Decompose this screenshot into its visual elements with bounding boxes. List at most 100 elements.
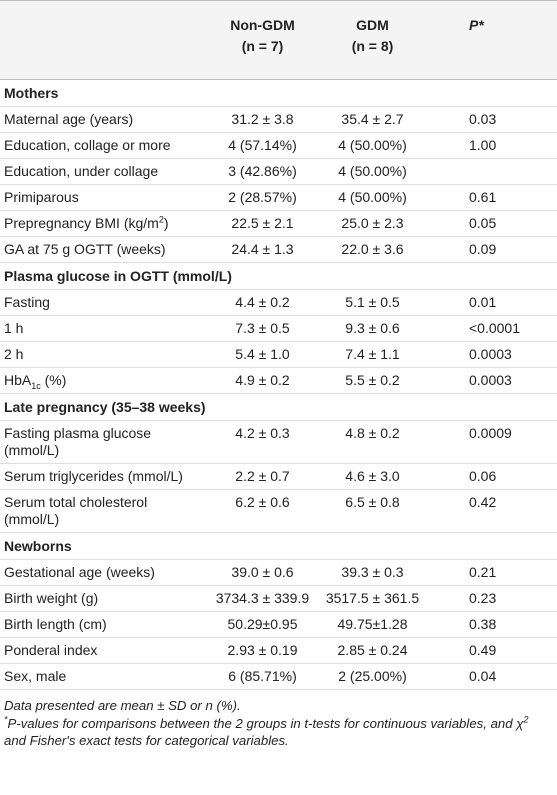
row-label: Education, under collage	[0, 158, 205, 185]
cell-gdm: 5.5 ± 0.2	[320, 367, 425, 394]
cell-non-gdm: 2 (28.57%)	[205, 184, 320, 211]
cell-gdm: 39.3 ± 0.3	[320, 559, 425, 586]
header-text: GDM	[356, 17, 389, 33]
data-row: 1 h 7.3 ± 0.5 9.3 ± 0.6 <0.0001	[0, 315, 557, 342]
table-header: Non-GDM (n = 7) GDM (n = 8) P*	[0, 0, 557, 80]
text: (%)	[40, 372, 67, 388]
data-row: HbA1c (%) 4.9 ± 0.2 5.5 ± 0.2 0.0003	[0, 367, 557, 394]
cell-gdm: 35.4 ± 2.7	[320, 106, 425, 133]
cell-p: 0.0003	[425, 367, 557, 394]
row-label: Prepregnancy BMI (kg/m2)	[0, 210, 205, 237]
row-label: Primiparous	[0, 184, 205, 211]
cell-p: 0.0009	[425, 420, 557, 464]
cell-gdm: 4 (50.00%)	[320, 158, 425, 185]
section-row: Newborns	[0, 532, 557, 560]
data-row: Fasting 4.4 ± 0.2 5.1 ± 0.5 0.01	[0, 289, 557, 316]
header-cell: Non-GDM (n = 7)	[205, 0, 320, 80]
cell-gdm: 4.6 ± 3.0	[320, 463, 425, 490]
row-label: Birth length (cm)	[0, 611, 205, 638]
cell-gdm: 4 (50.00%)	[320, 184, 425, 211]
cell-p: 0.23	[425, 585, 557, 612]
row-label: GA at 75 g OGTT (weeks)	[0, 236, 205, 263]
row-label: Maternal age (years)	[0, 106, 205, 133]
header-cell	[0, 0, 205, 80]
data-row: Maternal age (years) 31.2 ± 3.8 35.4 ± 2.7…	[0, 106, 557, 133]
cell-non-gdm: 4.2 ± 0.3	[205, 420, 320, 464]
cell-p: 0.38	[425, 611, 557, 638]
cell-non-gdm: 22.5 ± 2.1	[205, 210, 320, 237]
row-label: HbA1c (%)	[0, 367, 205, 394]
row-label: Birth weight (g)	[0, 585, 205, 612]
superscript: 2	[158, 214, 164, 225]
cell-non-gdm: 6 (85.71%)	[205, 663, 320, 690]
text: )	[163, 215, 169, 231]
cell-non-gdm: 3 (42.86%)	[205, 158, 320, 185]
subscript: 1c	[31, 380, 41, 391]
cell-gdm: 22.0 ± 3.6	[320, 236, 425, 263]
cell-p: 0.21	[425, 559, 557, 586]
cell-p: 0.09	[425, 236, 557, 263]
section-title: Mothers	[0, 79, 557, 107]
header-cell: P*	[425, 0, 557, 80]
cell-p: 0.42	[425, 489, 557, 533]
section-row: Mothers	[0, 79, 557, 107]
section-title: Late pregnancy (35–38 weeks)	[0, 393, 557, 421]
cell-non-gdm: 4.4 ± 0.2	[205, 289, 320, 316]
data-row: Fasting plasma glucose (mmol/L) 4.2 ± 0.3…	[0, 420, 557, 464]
table: Non-GDM (n = 7) GDM (n = 8) P* Mothers Mate…	[0, 0, 557, 690]
data-row: Education, under collage 3 (42.86%) 4 (50.…	[0, 158, 557, 185]
cell-gdm: 9.3 ± 0.6	[320, 315, 425, 342]
cell-non-gdm: 4.9 ± 0.2	[205, 367, 320, 394]
cell-p	[425, 158, 557, 185]
cell-gdm: 6.5 ± 0.8	[320, 489, 425, 533]
data-row: Birth length (cm) 50.29±0.95 49.75±1.28 0.3…	[0, 611, 557, 638]
data-row: Education, collage or more 4 (57.14%) 4 (5…	[0, 132, 557, 159]
cell-p: 0.49	[425, 637, 557, 664]
text: Data presented are mean ± SD or n (%).	[4, 698, 241, 713]
cell-p: 0.05	[425, 210, 557, 237]
superscript: 2	[523, 714, 529, 725]
cell-gdm: 2 (25.00%)	[320, 663, 425, 690]
cell-non-gdm: 24.4 ± 1.3	[205, 236, 320, 263]
data-row: Prepregnancy BMI (kg/m2) 22.5 ± 2.1 25.0 ±…	[0, 210, 557, 237]
cell-non-gdm: 2.93 ± 0.19	[205, 637, 320, 664]
row-label: Serum total cholesterol (mmol/L)	[0, 489, 205, 533]
cell-non-gdm: 3734.3 ± 339.9	[205, 585, 320, 612]
data-row: 2 h 5.4 ± 1.0 7.4 ± 1.1 0.0003	[0, 341, 557, 368]
row-label: Gestational age (weeks)	[0, 559, 205, 586]
table-body: Mothers Maternal age (years) 31.2 ± 3.8 35.…	[0, 79, 557, 690]
data-row: Birth weight (g) 3734.3 ± 339.9 3517.5 ± 3…	[0, 585, 557, 612]
data-row: Primiparous 2 (28.57%) 4 (50.00%) 0.61	[0, 184, 557, 211]
cell-gdm: 3517.5 ± 361.5	[320, 585, 425, 612]
cell-p: 0.04	[425, 663, 557, 690]
text: P-values for comparisons between the 2 g…	[7, 716, 524, 731]
row-label: Education, collage or more	[0, 132, 205, 159]
data-row: Sex, male 6 (85.71%) 2 (25.00%) 0.04	[0, 663, 557, 690]
row-label: Serum triglycerides (mmol/L)	[0, 463, 205, 490]
cell-p: 0.61	[425, 184, 557, 211]
cell-gdm: 2.85 ± 0.24	[320, 637, 425, 664]
cell-p: 1.00	[425, 132, 557, 159]
cell-gdm: 25.0 ± 2.3	[320, 210, 425, 237]
header-text: Non-GDM	[230, 17, 295, 33]
row-label: Ponderal index	[0, 637, 205, 664]
cell-gdm: 49.75±1.28	[320, 611, 425, 638]
cell-gdm: 5.1 ± 0.5	[320, 289, 425, 316]
footnotes: Data presented are mean ± SD or n (%). *P…	[0, 690, 557, 749]
text: and Fisher's exact tests for categorical…	[4, 733, 289, 748]
cell-non-gdm: 2.2 ± 0.7	[205, 463, 320, 490]
cell-non-gdm: 4 (57.14%)	[205, 132, 320, 159]
header-row: Non-GDM (n = 7) GDM (n = 8) P*	[0, 0, 557, 80]
cell-non-gdm: 6.2 ± 0.6	[205, 489, 320, 533]
data-row: Serum total cholesterol (mmol/L) 6.2 ± 0.…	[0, 489, 557, 533]
row-label: Fasting	[0, 289, 205, 316]
data-row: Serum triglycerides (mmol/L) 2.2 ± 0.7 4.6…	[0, 463, 557, 490]
cell-non-gdm: 7.3 ± 0.5	[205, 315, 320, 342]
section-row: Plasma glucose in OGTT (mmol/L)	[0, 262, 557, 290]
footnote: Data presented are mean ± SD or n (%).	[4, 697, 553, 714]
header-cell: GDM (n = 8)	[320, 0, 425, 80]
cell-p: 0.0003	[425, 341, 557, 368]
cell-p: 0.03	[425, 106, 557, 133]
section-row: Late pregnancy (35–38 weeks)	[0, 393, 557, 421]
